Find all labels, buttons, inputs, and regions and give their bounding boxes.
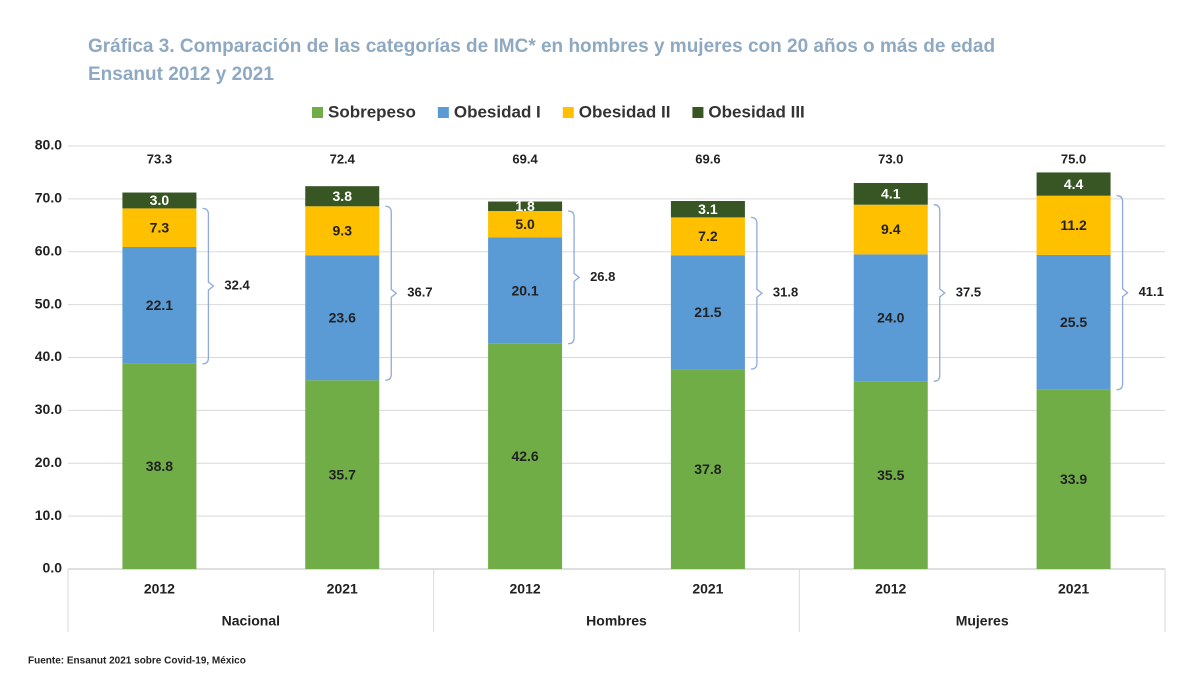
bar-segment bbox=[1036, 389, 1111, 569]
value-label: 21.5 bbox=[694, 304, 721, 320]
obesity-total-label: 41.1 bbox=[1139, 284, 1164, 299]
source-note: Fuente: Ensanut 2021 sobre Covid-19, Méx… bbox=[28, 656, 246, 667]
bar-segment bbox=[305, 206, 380, 256]
total-label: 73.3 bbox=[147, 151, 172, 166]
bar-segment bbox=[1036, 195, 1111, 255]
bar-segment bbox=[853, 204, 928, 255]
bar-segment bbox=[122, 363, 197, 569]
value-label: 11.2 bbox=[1060, 217, 1087, 233]
obesity-bracket bbox=[385, 205, 398, 381]
value-label: 35.7 bbox=[329, 466, 356, 482]
x-tick-label: 2012 bbox=[875, 581, 906, 597]
value-label: 38.8 bbox=[146, 458, 173, 474]
value-label: 35.5 bbox=[877, 467, 904, 483]
total-label: 72.4 bbox=[330, 151, 356, 166]
x-tick-label: 2021 bbox=[1058, 581, 1089, 597]
obesity-total-label: 36.7 bbox=[407, 285, 432, 300]
obesity-bracket bbox=[202, 207, 215, 365]
value-label: 23.6 bbox=[329, 310, 356, 326]
obesity-bracket bbox=[933, 204, 946, 382]
value-label: 3.8 bbox=[333, 188, 353, 204]
value-label: 5.0 bbox=[515, 216, 535, 232]
value-label: 4.1 bbox=[881, 186, 901, 202]
bar-segment bbox=[305, 186, 380, 207]
y-tick-label: 50.0 bbox=[35, 295, 62, 311]
value-label: 24.0 bbox=[877, 310, 904, 326]
value-label: 1.8 bbox=[515, 198, 535, 214]
legend-label: Obesidad II bbox=[579, 102, 671, 121]
value-label: 20.1 bbox=[511, 282, 538, 298]
legend-swatch bbox=[312, 107, 323, 118]
value-label: 4.4 bbox=[1064, 176, 1084, 192]
x-tick-label: 2012 bbox=[144, 581, 175, 597]
value-label: 25.5 bbox=[1060, 314, 1087, 330]
group-label: Hombres bbox=[586, 613, 647, 629]
y-tick-label: 10.0 bbox=[35, 507, 62, 523]
bar-segment bbox=[305, 255, 380, 381]
y-tick-label: 20.0 bbox=[35, 454, 62, 470]
y-tick-label: 30.0 bbox=[35, 401, 62, 417]
chart-title: Gráfica 3. Comparación de las categorías… bbox=[88, 36, 995, 57]
obesity-total-label: 31.8 bbox=[773, 285, 798, 300]
legend-swatch bbox=[692, 107, 704, 118]
bar-segment bbox=[122, 246, 197, 364]
group-label: Mujeres bbox=[956, 613, 1009, 629]
obesity-bracket bbox=[750, 216, 763, 370]
legend-label: Sobrepeso bbox=[328, 102, 416, 121]
bar-segment bbox=[1036, 254, 1111, 390]
bar-segment bbox=[488, 211, 563, 238]
bar-segment bbox=[670, 200, 745, 218]
value-label: 42.6 bbox=[511, 448, 538, 464]
legend-label: Obesidad III bbox=[708, 102, 804, 121]
value-label: 22.1 bbox=[146, 297, 173, 313]
bar-segment bbox=[670, 369, 745, 569]
legend-swatch bbox=[437, 107, 449, 118]
bar-segment bbox=[853, 254, 928, 382]
legend-label: Obesidad I bbox=[454, 102, 541, 121]
bar-segment bbox=[488, 237, 563, 344]
y-tick-label: 80.0 bbox=[35, 137, 62, 153]
obesity-total-label: 37.5 bbox=[956, 284, 981, 299]
y-tick-label: 0.0 bbox=[43, 560, 63, 576]
bar-segment bbox=[122, 192, 197, 209]
obesity-bracket bbox=[1116, 195, 1129, 391]
obesity-total-label: 32.4 bbox=[224, 278, 250, 293]
obesity-bracket bbox=[568, 210, 581, 345]
bar-segment bbox=[488, 343, 563, 569]
x-tick-label: 2012 bbox=[510, 581, 541, 597]
x-tick-label: 2021 bbox=[692, 581, 723, 597]
bar-segment bbox=[670, 217, 745, 256]
value-label: 3.0 bbox=[150, 192, 170, 208]
y-tick-label: 40.0 bbox=[35, 348, 62, 364]
y-tick-label: 60.0 bbox=[35, 242, 62, 258]
bar-segment bbox=[853, 183, 928, 205]
obesity-total-label: 26.8 bbox=[590, 269, 615, 284]
y-tick-label: 70.0 bbox=[35, 190, 62, 206]
value-label: 3.1 bbox=[698, 201, 718, 217]
total-label: 69.4 bbox=[512, 151, 538, 166]
bar-segment bbox=[122, 208, 197, 247]
bar-segment bbox=[670, 255, 745, 370]
bar-segment bbox=[488, 201, 563, 212]
bar-segment bbox=[853, 381, 928, 569]
total-label: 73.0 bbox=[878, 151, 903, 166]
value-label: 33.9 bbox=[1060, 471, 1087, 487]
bar-segment bbox=[305, 380, 380, 569]
value-label: 7.3 bbox=[150, 219, 170, 235]
total-label: 75.0 bbox=[1061, 151, 1086, 166]
value-label: 9.4 bbox=[881, 221, 901, 237]
value-label: 9.3 bbox=[333, 223, 353, 239]
chart-subtitle: Ensanut 2012 y 2021 bbox=[88, 64, 274, 85]
total-label: 69.6 bbox=[695, 151, 720, 166]
group-label: Nacional bbox=[222, 613, 280, 629]
bar-segment bbox=[1036, 172, 1111, 196]
legend-swatch bbox=[562, 107, 574, 118]
value-label: 7.2 bbox=[698, 228, 718, 244]
x-tick-label: 2021 bbox=[327, 581, 358, 597]
value-label: 37.8 bbox=[694, 461, 721, 477]
